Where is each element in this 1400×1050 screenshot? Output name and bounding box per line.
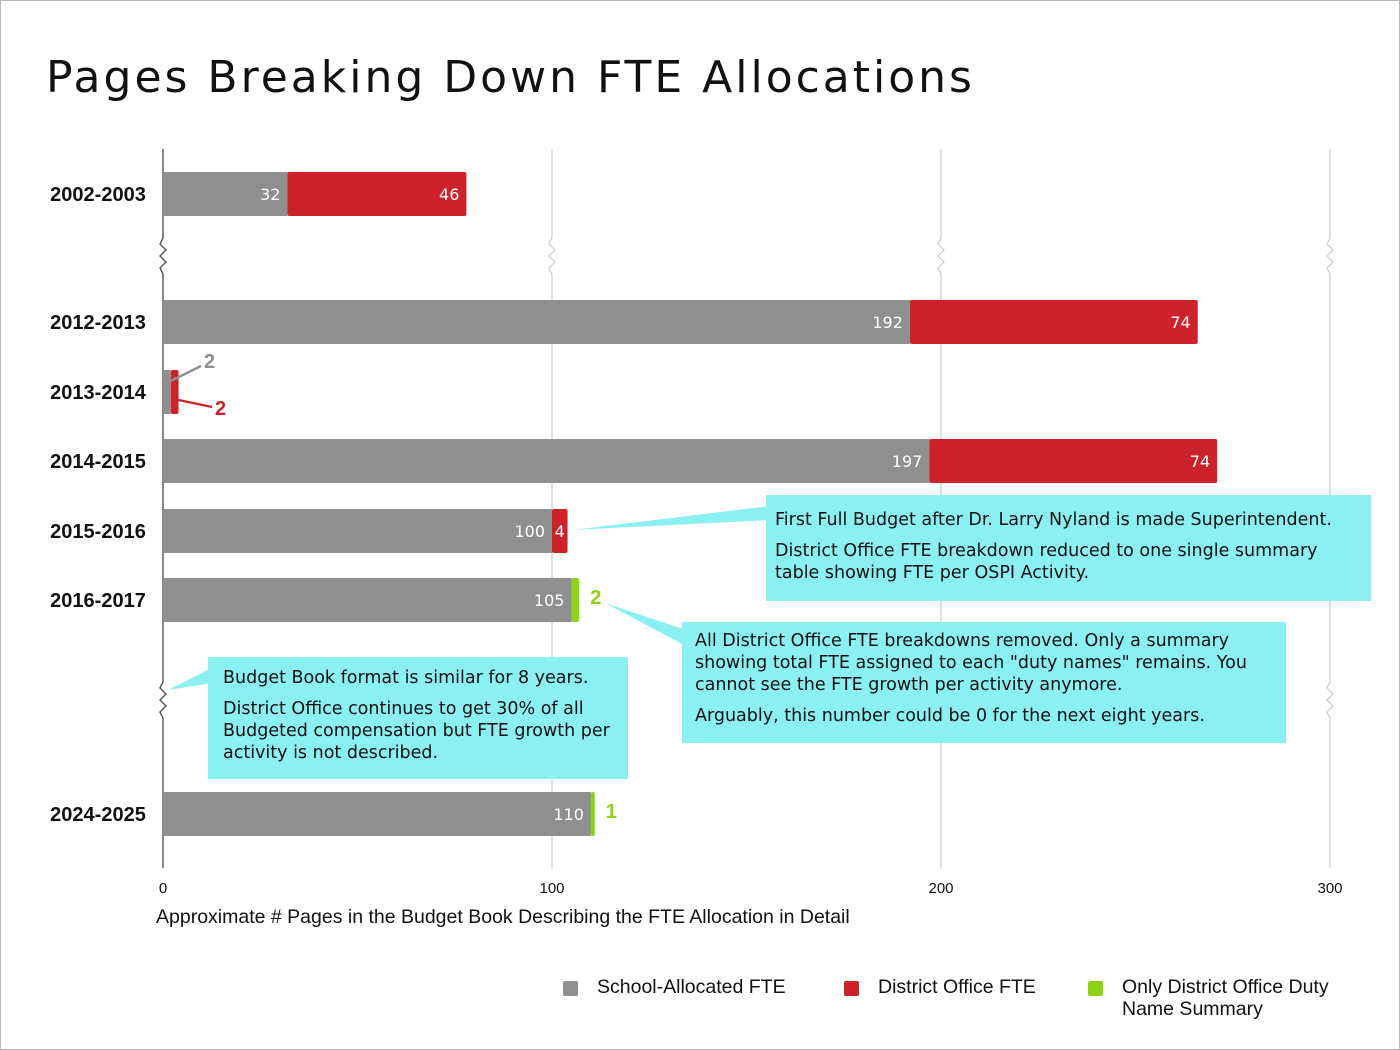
category-label: 2024-2025 bbox=[50, 804, 146, 826]
category-label: 2016-2017 bbox=[50, 590, 146, 612]
data-label-school: 197 bbox=[892, 452, 923, 471]
annotation-nyland-line1: First Full Budget after Dr. Larry Nyland… bbox=[775, 510, 1332, 530]
annotation-format-line1: Budget Book format is similar for 8 year… bbox=[223, 668, 589, 688]
category-label: 2002-2003 bbox=[50, 184, 146, 206]
data-label-district: 74 bbox=[1190, 452, 1210, 471]
legend-label-school: School-Allocated FTE bbox=[597, 976, 786, 998]
data-label-school: 100 bbox=[514, 522, 545, 541]
bar-segment bbox=[163, 370, 171, 414]
annotation-removed: All District Office FTE breakdowns remov… bbox=[682, 622, 1286, 743]
annotation-nyland-line2: District Office FTE breakdown reduced to… bbox=[775, 541, 1318, 583]
data-label-summary: 2 bbox=[590, 587, 601, 609]
data-label-school: 2 bbox=[204, 351, 215, 373]
legend-swatch-summary bbox=[1088, 981, 1103, 996]
bar-segment bbox=[163, 792, 591, 836]
legend-swatch-district bbox=[844, 981, 859, 996]
annotation-pointer-format bbox=[168, 668, 212, 690]
x-tick-label: 200 bbox=[928, 880, 953, 897]
data-label-district: 46 bbox=[439, 185, 459, 204]
bar-segment bbox=[163, 172, 288, 216]
bar-segment bbox=[571, 578, 580, 622]
bar-segment bbox=[929, 439, 1218, 483]
data-label-summary: 1 bbox=[606, 801, 617, 823]
chart-title: Pages Breaking Down FTE Allocations bbox=[46, 52, 975, 103]
category-label: 2012-2013 bbox=[50, 312, 146, 334]
callout-line-district bbox=[178, 398, 213, 409]
x-tick-label: 100 bbox=[539, 880, 564, 897]
legend-label-district: District Office FTE bbox=[878, 976, 1036, 998]
bar-layer bbox=[163, 172, 1218, 836]
data-label-school: 192 bbox=[872, 313, 903, 332]
data-label-school: 105 bbox=[534, 591, 565, 610]
pointer-layer bbox=[168, 364, 770, 690]
annotation-removed-line2: Arguably, this number could be 0 for the… bbox=[695, 706, 1205, 726]
data-label-district: 2 bbox=[215, 398, 226, 420]
label-layer: 2002-2003 2012-2013 2013-2014 2014-2015 2015… bbox=[50, 184, 1210, 826]
x-tick-label: 300 bbox=[1317, 880, 1342, 897]
bar-segment bbox=[909, 300, 1198, 344]
x-axis-label: Approximate # Pages in the Budget Book D… bbox=[156, 906, 850, 928]
annotation-format-line2: District Office continues to get 30% of … bbox=[223, 699, 610, 763]
bar-segment bbox=[163, 578, 572, 622]
callout-line-school bbox=[168, 364, 202, 384]
annotation-pointer-nyland bbox=[572, 506, 770, 530]
data-label-district: 4 bbox=[555, 522, 565, 541]
legend-label-summary: Only District Office Duty Name Summary bbox=[1122, 976, 1329, 1020]
bar-segment bbox=[287, 172, 467, 216]
category-label: 2013-2014 bbox=[50, 382, 147, 404]
data-label-school: 110 bbox=[553, 805, 584, 824]
bar-segment bbox=[163, 439, 930, 483]
annotation-format: Budget Book format is similar for 8 year… bbox=[208, 657, 628, 779]
legend-swatch-school bbox=[563, 981, 578, 996]
bar-segment bbox=[163, 509, 552, 553]
bar-segment bbox=[590, 792, 595, 836]
legend: School-Allocated FTE District Office FTE… bbox=[560, 976, 1380, 1036]
gridline bbox=[1326, 149, 1334, 868]
x-tick-label: 0 bbox=[159, 880, 167, 897]
bar-segment bbox=[163, 300, 910, 344]
tick-layer: 0 100 200 300 bbox=[159, 880, 1343, 897]
annotation-removed-line1: All District Office FTE breakdowns remov… bbox=[695, 631, 1247, 695]
annotation-nyland: First Full Budget after Dr. Larry Nyland… bbox=[766, 495, 1371, 601]
data-label-school: 32 bbox=[260, 185, 280, 204]
bar-segment bbox=[552, 509, 568, 553]
y-axis-line bbox=[159, 149, 167, 868]
category-label: 2015-2016 bbox=[50, 521, 146, 543]
category-label: 2014-2015 bbox=[50, 451, 146, 473]
annotation-pointer-removed bbox=[605, 603, 686, 646]
data-label-district: 74 bbox=[1170, 313, 1190, 332]
